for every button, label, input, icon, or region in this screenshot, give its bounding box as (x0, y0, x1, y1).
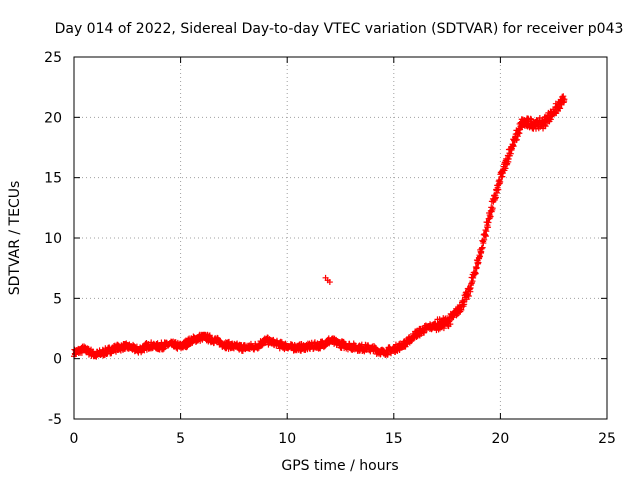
y-axis-label: SDTVAR / TECUs (7, 181, 23, 296)
data-point (492, 194, 499, 201)
y-tick-label: 5 (53, 291, 62, 307)
data-point (507, 150, 514, 157)
x-tick-label: 20 (491, 431, 509, 447)
data-point (527, 115, 534, 122)
data-point (502, 165, 509, 172)
data-point (493, 189, 500, 196)
data-point (487, 213, 494, 220)
x-axis-label: GPS time / hours (281, 458, 398, 474)
y-tick-label: 0 (53, 352, 62, 368)
data-point (560, 93, 567, 100)
data-point (561, 96, 568, 103)
data-point (547, 116, 554, 123)
data-point (505, 155, 512, 162)
plot-frame (73, 56, 608, 420)
data-point (489, 205, 496, 212)
y-axis: -5 0 5 10 15 20 25 (44, 50, 607, 428)
grid (74, 57, 607, 419)
data-point (481, 236, 488, 243)
chart-title: Day 014 of 2022, Sidereal Day-to-day VTE… (55, 21, 624, 37)
data-point (447, 321, 454, 328)
data-point (480, 240, 487, 247)
data-point (472, 270, 479, 277)
x-tick-label: 15 (385, 431, 403, 447)
y-tick-label: -5 (48, 412, 62, 428)
x-tick-label: 10 (278, 431, 296, 447)
data-point (461, 301, 468, 308)
data-point (516, 130, 523, 137)
data-point (495, 186, 502, 193)
data-point (542, 123, 549, 130)
x-tick-label: 0 (70, 431, 79, 447)
data-point (473, 264, 480, 271)
data-point (509, 142, 516, 149)
data-point (476, 253, 483, 260)
data-point (557, 105, 564, 112)
data-point (497, 178, 504, 185)
x-axis: 0 5 10 15 20 25 (70, 57, 616, 447)
y-tick-label: 25 (44, 50, 62, 66)
x-tick-label: 25 (598, 431, 616, 447)
data-point (499, 173, 506, 180)
data-point (482, 232, 489, 239)
data-points (71, 93, 568, 360)
data-point (440, 325, 447, 332)
data-point (469, 278, 476, 285)
data-point (510, 143, 517, 150)
data-point (479, 244, 486, 251)
y-tick-label: 10 (44, 231, 62, 247)
data-point (465, 293, 472, 300)
y-tick-label: 15 (44, 171, 62, 187)
x-tick-label: 5 (176, 431, 185, 447)
data-point (513, 136, 520, 143)
data-point (483, 228, 490, 235)
y-tick-label: 20 (44, 110, 62, 126)
data-point (326, 279, 333, 286)
